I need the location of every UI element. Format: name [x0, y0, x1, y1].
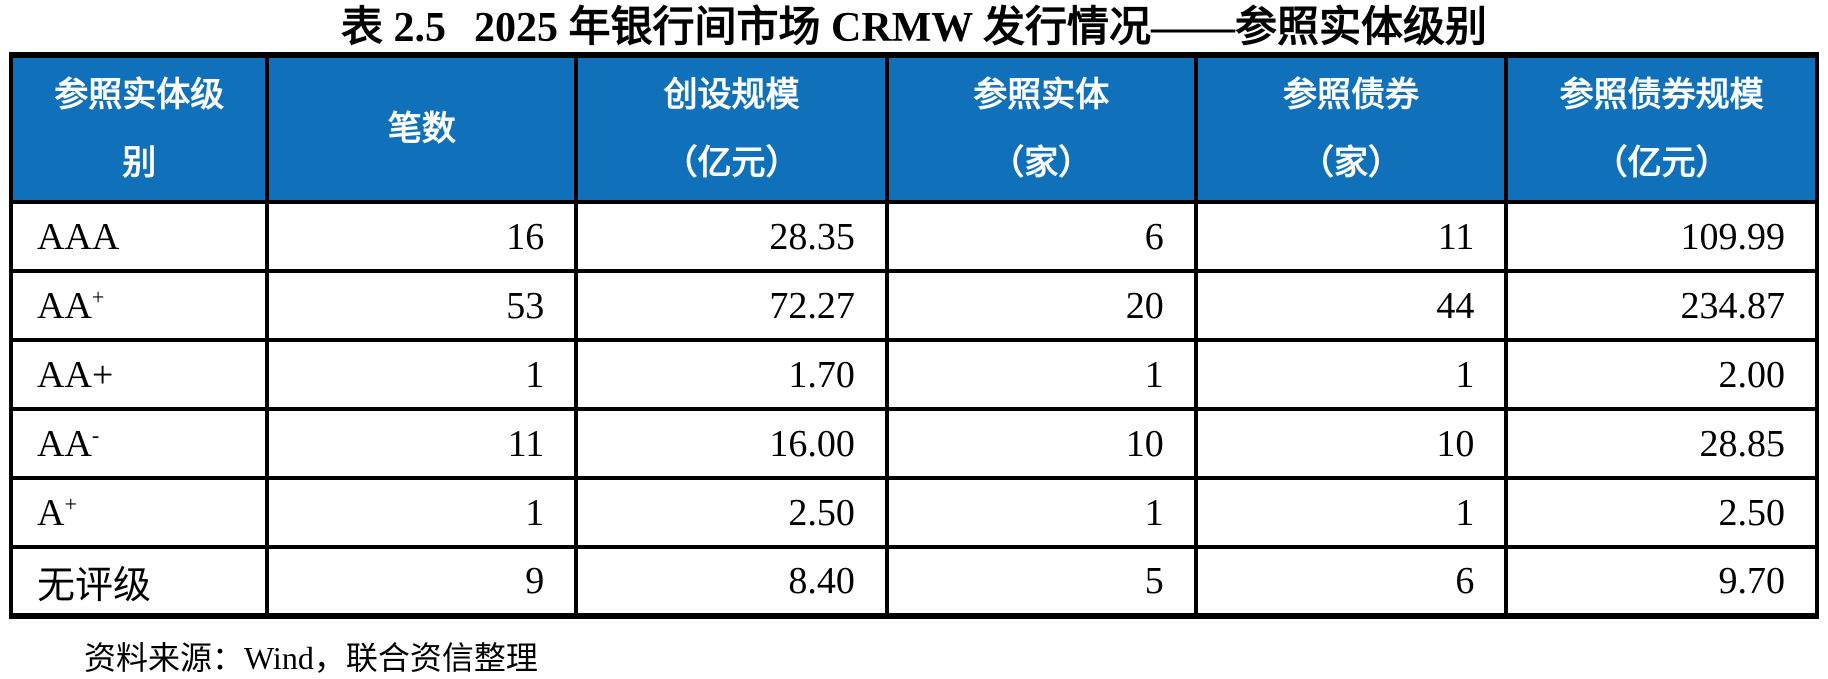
deal-count-cell: 1: [265, 476, 579, 549]
header-row: 参照实体级 别 笔数 创设规模 （亿元） 参照实体 （家）: [8, 53, 1819, 204]
creation-scale-cell: 8.40: [574, 545, 889, 618]
reference-bonds-cell: 1: [1193, 476, 1509, 549]
reference-bond-scale-cell: 9.70: [1504, 545, 1819, 618]
reference-bonds-cell: 10: [1193, 407, 1509, 480]
table-row-a-plus: A+ 1 2.50 1 1 2.50: [8, 476, 1819, 549]
rating-cell: 无评级: [8, 545, 270, 618]
reference-entities-cell: 1: [884, 338, 1198, 411]
reference-entities-cell: 5: [884, 545, 1198, 618]
creation-scale-cell: 72.27: [574, 269, 889, 342]
deal-count-cell: 16: [265, 200, 579, 273]
reference-bond-scale-cell: 109.99: [1504, 200, 1819, 273]
deal-count-cell: 11: [265, 407, 579, 480]
rating-cell: AAA: [8, 200, 270, 273]
rating-cell: AA+: [8, 338, 270, 411]
header-creation-scale: 创设规模 （亿元）: [574, 53, 889, 204]
header-deal-count: 笔数: [265, 53, 579, 204]
reference-bonds-cell: 6: [1193, 545, 1509, 618]
deal-count-cell: 1: [265, 338, 579, 411]
table-title-text: 2025 年银行间市场 CRMW 发行情况——参照实体级别: [473, 5, 1488, 51]
crmw-issuance-table: 参照实体级 别 笔数 创设规模 （亿元） 参照实体 （家）: [8, 52, 1819, 619]
table-row-unrated: 无评级 9 8.40 5 6 9.70: [8, 545, 1819, 618]
header-reference-bond-scale: 参照债券规模 （亿元）: [1504, 53, 1819, 204]
reference-bond-scale-cell: 28.85: [1504, 407, 1819, 480]
table-row-aa-plus: AA+ 1 1.70 1 1 2.00: [8, 338, 1819, 411]
reference-bonds-cell: 1: [1193, 338, 1509, 411]
rating-cell: AA-: [8, 407, 270, 480]
rating-cell: AA+: [8, 269, 270, 342]
reference-bond-scale-cell: 2.00: [1504, 338, 1819, 411]
reference-bond-scale-cell: 234.87: [1504, 269, 1819, 342]
reference-bonds-cell: 44: [1193, 269, 1509, 342]
table-row-aaa: AAA 16 28.35 6 11 109.99: [8, 200, 1819, 273]
header-rating-line1: 参照实体级: [54, 76, 225, 114]
table-title: 表 2.5 2025 年银行间市场 CRMW 发行情况——参照实体级别: [0, 0, 1828, 52]
reference-bonds-cell: 11: [1193, 200, 1509, 273]
table-header: 参照实体级 别 笔数 创设规模 （亿元） 参照实体 （家）: [8, 53, 1819, 204]
rating-cell: A+: [8, 476, 270, 549]
header-rating: 参照实体级 别: [8, 53, 270, 204]
reference-entities-cell: 6: [884, 200, 1198, 273]
creation-scale-cell: 16.00: [574, 407, 889, 480]
header-reference-bonds: 参照债券 （家）: [1193, 53, 1509, 204]
creation-scale-cell: 28.35: [574, 200, 889, 273]
reference-entities-cell: 20: [884, 269, 1198, 342]
deal-count-cell: 53: [265, 269, 579, 342]
reference-bond-scale-cell: 2.50: [1504, 476, 1819, 549]
reference-entities-cell: 10: [884, 407, 1198, 480]
header-rating-line2: 别: [122, 144, 157, 182]
table-body: AAA 16 28.35 6 11 109.99 AA+ 53 72.27 20…: [8, 200, 1819, 618]
creation-scale-cell: 1.70: [574, 338, 889, 411]
creation-scale-cell: 2.50: [574, 476, 889, 549]
table-row-aa-plus-sup: AA+ 53 72.27 20 44 234.87: [8, 269, 1819, 342]
header-reference-entities: 参照实体 （家）: [884, 53, 1198, 204]
data-source-note: 资料来源：Wind，联合资信整理: [84, 640, 538, 676]
reference-entities-cell: 1: [884, 476, 1198, 549]
table-number: 表 2.5: [340, 5, 446, 51]
table-row-aa-minus: AA- 11 16.00 10 10 28.85: [8, 407, 1819, 480]
deal-count-cell: 9: [265, 545, 579, 618]
